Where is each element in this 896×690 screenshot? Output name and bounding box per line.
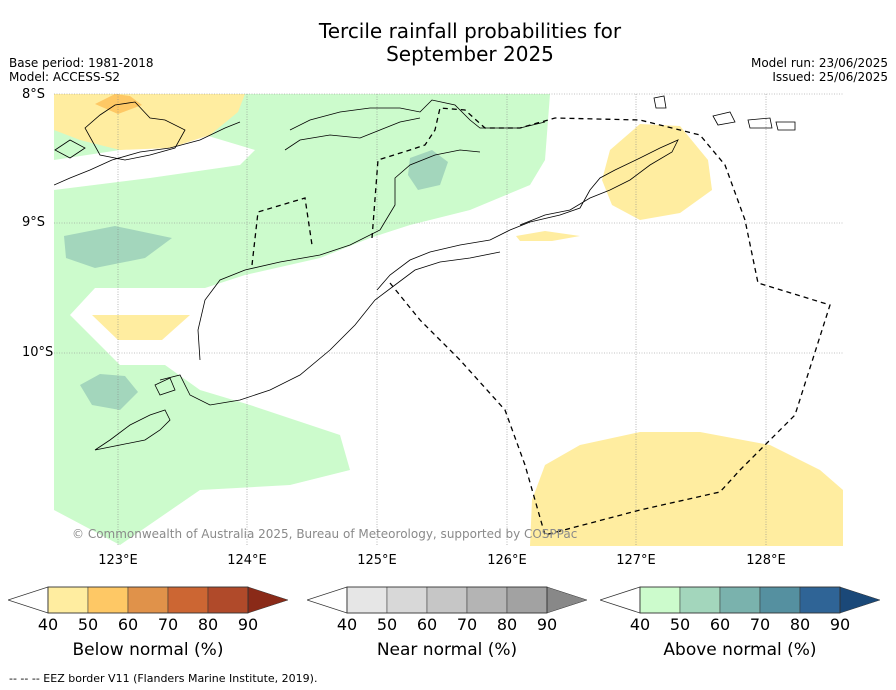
below-normal-region-northwest	[54, 94, 245, 150]
tick-label: 50	[77, 615, 99, 634]
tick-label: 60	[416, 615, 438, 634]
model-name: Model: ACCESS-S2	[9, 70, 121, 84]
colorbar-above-swatch-2	[719, 586, 761, 614]
colorbar-below-swatch-2	[127, 586, 169, 614]
tick-label: 80	[789, 615, 811, 634]
title-line-1: Tercile rainfall probabilities for	[318, 19, 622, 43]
copyright-notice: © Commonwealth of Australia 2025, Bureau…	[72, 527, 578, 541]
colorbar-below-swatch-1	[87, 586, 129, 614]
tick-label: 80	[496, 615, 518, 634]
lon-label-126e: 126°E	[487, 553, 527, 568]
lon-label-125e: 125°E	[357, 553, 397, 568]
below-normal-region-southeast	[530, 432, 843, 546]
tick-label: 90	[829, 615, 851, 634]
colorbar-above-swatch-5	[839, 586, 881, 614]
below-normal-region-timor-east	[602, 124, 712, 220]
coastlines	[54, 95, 796, 451]
lon-label-123e: 123°E	[98, 553, 138, 568]
tick-label: 70	[749, 615, 771, 634]
lat-label-8s: 8°S	[22, 87, 46, 102]
colorbar-title-near: Near normal (%)	[376, 640, 518, 660]
eez-legend-footnote: -- -- -- EEZ border V11 (Flanders Marine…	[9, 672, 318, 685]
colorbar-title-above: Above normal (%)	[663, 640, 817, 660]
above-normal-region-west	[54, 94, 550, 545]
lat-label-10s: 10°S	[22, 345, 54, 360]
colorbar-below-swatch-5	[247, 586, 289, 614]
graticule	[54, 93, 843, 546]
map-title: Tercile rainfall probabilities for Septe…	[270, 20, 670, 66]
below-normal-streak	[516, 231, 580, 241]
tick-label: 70	[456, 615, 478, 634]
below-normal-50-patch	[95, 94, 142, 114]
colorbar-above-swatch-3	[759, 586, 801, 614]
colorbar-near-swatch-1	[386, 586, 428, 614]
tick-label: 50	[376, 615, 398, 634]
lat-label-9s: 9°S	[22, 215, 46, 230]
colorbar-above-swatch-4	[799, 586, 841, 614]
below-normal-strip	[92, 315, 190, 340]
eez-border	[251, 107, 831, 536]
tick-label: 40	[37, 615, 59, 634]
lon-label-128e: 128°E	[746, 553, 786, 568]
tick-label: 90	[536, 615, 558, 634]
tick-label: 50	[669, 615, 691, 634]
tick-label: 40	[336, 615, 358, 634]
tick-label: 80	[197, 615, 219, 634]
tick-label: 90	[237, 615, 259, 634]
colorbar-above-swatch-1	[679, 586, 721, 614]
colorbar-above-swatch-0	[639, 586, 681, 614]
lon-label-124e: 124°E	[227, 553, 267, 568]
model-run: Model run: 23/06/2025	[750, 56, 888, 70]
meta-right: Model run: 23/06/2025 Issued: 25/06/2025	[751, 56, 888, 84]
above-normal-50-patch-2	[80, 374, 138, 410]
colorbar-near-swatch-5	[546, 586, 588, 614]
colorbar-near-normal	[307, 586, 588, 614]
issued-date: Issued: 25/06/2025	[772, 70, 888, 84]
colorbar-below-normal	[8, 586, 289, 614]
above-normal-50-patch-3	[408, 150, 448, 190]
colorbar-near-swatch-2	[426, 586, 468, 614]
colorbar-near-swatch-4	[506, 586, 548, 614]
probability-layer	[54, 94, 843, 546]
colorbar-below-swatch-0	[47, 586, 89, 614]
colorbar-near-swatch-0	[346, 586, 388, 614]
tick-label: 60	[709, 615, 731, 634]
tick-label: 70	[157, 615, 179, 634]
meta-left: Base period: 1981-2018 Model: ACCESS-S2	[9, 56, 154, 84]
colorbar-below-swatch-3	[167, 586, 209, 614]
colorbar-title-below: Below normal (%)	[72, 640, 224, 660]
base-period: Base period: 1981-2018	[9, 56, 154, 70]
unshaded-band-north	[54, 135, 255, 190]
tick-label: 60	[117, 615, 139, 634]
colorbar-above-normal	[600, 586, 881, 614]
tick-label: 40	[629, 615, 651, 634]
colorbar-below-swatch-4	[207, 586, 249, 614]
colorbar-near-swatch-3	[466, 586, 508, 614]
title-line-2: September 2025	[386, 42, 554, 66]
lon-label-127e: 127°E	[616, 553, 656, 568]
